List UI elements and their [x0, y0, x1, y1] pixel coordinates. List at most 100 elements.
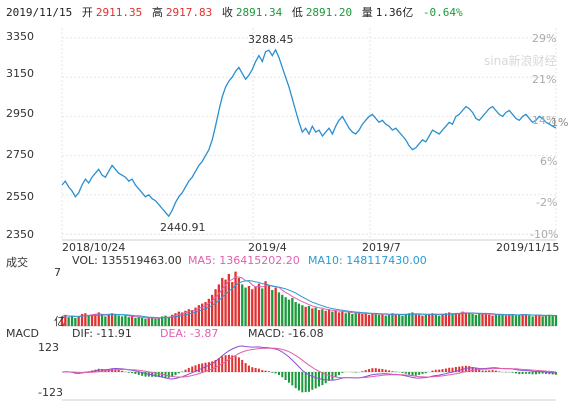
volume-bar [434, 314, 437, 326]
volume-bar [511, 314, 514, 326]
volume-bar [317, 310, 321, 326]
volume-bar [458, 313, 461, 326]
volume-bar [187, 309, 190, 326]
volume-bar [267, 286, 271, 326]
vol-legend: VOL: 135519463.00 [72, 254, 182, 267]
volume-bar [164, 315, 167, 326]
volume-bar [251, 289, 254, 326]
volume-bar [201, 303, 204, 326]
macd-legend: MACD: -16.08 [248, 327, 324, 340]
volume-bar [481, 313, 484, 326]
macd-histogram-bar [234, 356, 237, 372]
change-value: -0.64% [422, 6, 463, 19]
macd-histogram-bar [224, 355, 227, 372]
pct-tick-label: 29% [532, 32, 557, 45]
volume-bar [64, 314, 67, 326]
macd-histogram-bar [304, 372, 307, 393]
volume-bar [94, 314, 97, 326]
macd-histogram-bar [341, 372, 344, 373]
volume-bar [124, 315, 127, 326]
macd-histogram-bar [194, 365, 197, 372]
volume-bar [411, 312, 414, 326]
volume-bar [67, 317, 70, 326]
macd-histogram-bar [478, 369, 481, 372]
macd-histogram-bar [121, 370, 124, 372]
pct-tick-label: 14% [532, 114, 557, 127]
volume-bar [211, 294, 214, 326]
open-label: 开 [81, 6, 93, 19]
volume-bar [508, 314, 511, 326]
macd-histogram-bar [127, 372, 130, 373]
y-tick-label: 3150 [6, 67, 34, 80]
ma10-legend: MA10: 148117430.00 [308, 254, 427, 267]
x-tick-label: 2019/11/15 [496, 241, 560, 254]
volume-bar [231, 282, 234, 326]
volume-bar [337, 312, 341, 326]
low-label: 低 [291, 6, 303, 19]
macd-histogram-bar [154, 372, 157, 377]
macd-histogram-bar [288, 372, 290, 383]
volume-bar [424, 314, 427, 326]
volume-bar [261, 288, 264, 326]
macd-histogram-bar [374, 368, 377, 372]
volume-bar [444, 313, 447, 326]
high-annotation: 3288.45 [248, 33, 294, 46]
volume-bar [314, 307, 317, 326]
macd-histogram-bar [388, 370, 391, 372]
volume-bar [488, 314, 491, 326]
volume-bar [431, 313, 434, 326]
macd-histogram-bar [408, 372, 411, 375]
macd-histogram-bar [328, 372, 330, 381]
volume-bar [351, 314, 354, 326]
volume-label: 量 [361, 6, 373, 19]
pct-tick-label: 6% [540, 155, 558, 168]
volume-bar [184, 310, 187, 326]
volume-bar [171, 314, 174, 326]
volume-bar [151, 317, 154, 326]
macd-histogram-bar [471, 367, 474, 372]
macd-histogram-bar [368, 369, 371, 372]
volume-bar [474, 314, 477, 326]
volume-bar [514, 315, 518, 326]
volume-bar [334, 310, 337, 326]
macd-histogram-bar [197, 364, 200, 372]
volume-bar [478, 314, 481, 326]
volume-bar [377, 314, 381, 326]
volume-bar [137, 317, 140, 326]
volume-bar [70, 315, 74, 326]
macd-histogram-bar [491, 370, 494, 372]
macd-histogram-bar [291, 372, 294, 386]
volume-bar [60, 316, 64, 326]
macd-histogram-bar [418, 372, 421, 375]
macd-histogram-bar [274, 372, 277, 374]
volume-bar [177, 311, 180, 326]
macd-histogram-bar [468, 366, 471, 372]
volume-bar [271, 290, 274, 326]
volume-bar [281, 294, 284, 326]
volume-bar [294, 302, 297, 326]
volume-bar [284, 297, 287, 326]
volume-bar [354, 313, 357, 326]
volume-bar [157, 318, 160, 326]
macd-histogram-bar [451, 367, 454, 372]
volume-bar [130, 316, 134, 326]
macd-histogram-bar [448, 367, 451, 372]
macd-histogram-bar [101, 369, 104, 372]
volume-bar [384, 315, 387, 326]
volume-bar [538, 315, 541, 326]
volume-bar [544, 315, 548, 326]
volume-bar [491, 315, 494, 326]
volume-bar [217, 284, 220, 326]
macd-histogram-bar [171, 372, 174, 377]
volume-bar [297, 303, 301, 326]
y-tick-label: 3350 [6, 30, 34, 43]
volume-bar [404, 314, 407, 326]
macd-histogram-bar [308, 372, 310, 392]
macd-histogram-bar [431, 370, 434, 372]
macd-histogram-bar [481, 370, 484, 372]
volume-bar [548, 314, 551, 326]
macd-histogram-bar [364, 370, 367, 372]
volume-bar [174, 313, 177, 326]
macd-histogram-bar [541, 372, 544, 374]
